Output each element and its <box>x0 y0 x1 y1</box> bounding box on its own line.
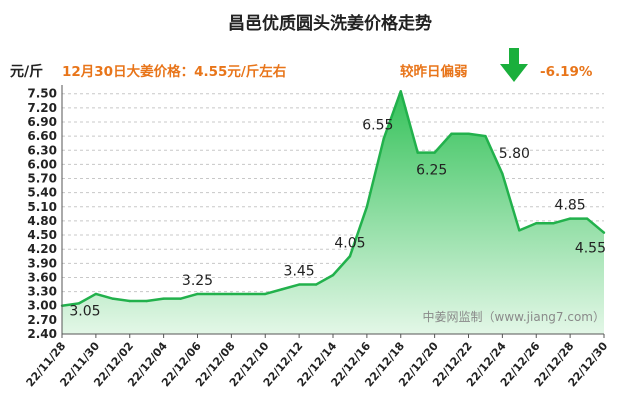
data-point <box>433 151 436 154</box>
y-tick-label: 7.50 <box>27 87 57 101</box>
data-point <box>179 297 182 300</box>
y-tick-label: 2.70 <box>27 313 57 327</box>
data-point <box>382 137 386 140</box>
data-point <box>568 217 572 220</box>
y-tick-label: 3.60 <box>27 270 57 284</box>
data-point <box>484 134 487 138</box>
data-point <box>585 217 589 220</box>
area-series <box>60 90 606 334</box>
y-tick-label: 4.80 <box>27 214 57 228</box>
data-label: 6.55 <box>362 117 393 133</box>
watermark: 中姜网监制（www.jiang7.com） <box>423 309 605 324</box>
y-axis-unit: 元/斤 <box>10 63 43 80</box>
data-point <box>230 292 233 296</box>
y-tick-label: 6.60 <box>27 129 57 143</box>
data-label: 5.80 <box>499 146 530 162</box>
y-tick-label: 5.10 <box>27 200 57 214</box>
y-tick-label: 4.50 <box>27 228 57 242</box>
data-point <box>94 292 98 296</box>
data-point <box>77 302 81 305</box>
data-point <box>365 205 369 208</box>
chart-title: 昌邑优质圆头洗姜价格走势 <box>228 13 432 34</box>
data-point <box>280 288 284 291</box>
data-label: 3.05 <box>69 303 100 319</box>
y-tick-label: 6.00 <box>27 157 57 171</box>
y-tick-label: 4.20 <box>27 242 57 256</box>
area-fill <box>62 91 604 334</box>
data-label: 4.05 <box>334 235 365 251</box>
y-tick-label: 5.70 <box>27 172 57 186</box>
data-point <box>416 151 419 154</box>
data-point <box>450 132 453 135</box>
x-axis-ticks: 22/11/2822/11/3022/12/0222/12/0422/12/06… <box>24 334 611 389</box>
data-point <box>467 132 470 135</box>
y-tick-label: 2.40 <box>27 327 57 341</box>
data-point <box>145 299 148 303</box>
y-tick-label: 6.90 <box>27 115 57 129</box>
data-label: 4.55 <box>575 241 606 257</box>
data-point <box>297 283 301 286</box>
data-point <box>213 292 216 296</box>
data-point <box>551 222 555 225</box>
data-point <box>348 255 352 258</box>
data-point <box>196 292 199 296</box>
data-point <box>399 90 402 93</box>
data-point <box>264 292 267 296</box>
data-label: 3.45 <box>284 264 315 280</box>
y-tick-label: 7.20 <box>27 101 57 115</box>
price-note: 12月30日大姜价格：4.55元/斤左右 <box>62 63 286 80</box>
y-tick-label: 3.30 <box>27 285 57 299</box>
y-tick-label: 6.30 <box>27 143 57 157</box>
data-point <box>331 273 335 277</box>
data-label: 3.25 <box>182 273 213 289</box>
data-label: 6.25 <box>416 163 447 179</box>
data-point <box>247 292 250 296</box>
data-point <box>128 299 131 303</box>
data-point <box>162 297 165 300</box>
data-labels: 3.05 3.25 3.45 4.05 6.55 6.25 5.80 4.85 4.55 <box>69 117 606 319</box>
data-point <box>501 172 504 176</box>
change-text: 较昨日偏弱 <box>400 63 468 80</box>
data-point <box>602 231 606 234</box>
y-tick-label: 5.40 <box>27 186 57 200</box>
change-value: -6.19% <box>540 64 593 80</box>
data-point <box>314 283 318 286</box>
y-tick-label: 3.00 <box>27 299 57 313</box>
data-point <box>518 229 521 232</box>
data-point <box>111 297 115 300</box>
gridlines <box>62 93 604 321</box>
y-axis-ticks: 2.402.703.003.303.603.904.204.504.805.10… <box>27 87 57 341</box>
data-point <box>535 222 538 225</box>
y-tick-label: 3.90 <box>27 256 57 270</box>
data-label: 4.85 <box>555 198 586 214</box>
down-arrow-icon <box>500 48 528 82</box>
